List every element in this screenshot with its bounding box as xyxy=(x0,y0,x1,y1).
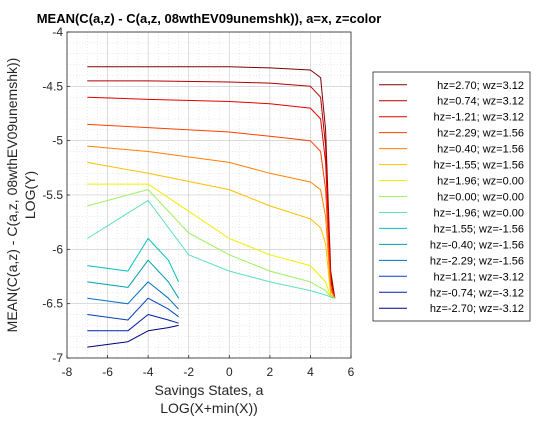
series-line-4 xyxy=(87,123,336,299)
legend-label: hz=0.00; wz=0.00 xyxy=(437,192,524,204)
x-axis-label-line1: Savings States, a xyxy=(155,382,264,398)
legend-label: hz=1.96; wz=0.00 xyxy=(437,176,524,188)
x-tick-label: -2 xyxy=(183,365,194,379)
series-line-7 xyxy=(87,183,335,299)
series-layer xyxy=(87,66,336,348)
x-tick-label: 2 xyxy=(267,365,274,379)
legend: hz=2.70; wz=3.12 hz=0.74; wz=3.12 hz=-1.21… xyxy=(372,71,531,322)
legend-label: hz=-1.96; wz=0.00 xyxy=(433,207,524,219)
series-line-8 xyxy=(87,189,335,299)
series-line-9 xyxy=(87,199,335,299)
series-line-5 xyxy=(87,145,336,299)
legend-label: hz=2.70; wz=3.12 xyxy=(437,80,524,92)
x-tick-label: -6 xyxy=(102,365,113,379)
series-line-12 xyxy=(87,281,179,310)
chart-title: MEAN(C(a,z) - C(a,z, 08wthEV09unemshk)),… xyxy=(37,11,382,26)
y-tick-label: -5.5 xyxy=(42,188,63,202)
legend-label: hz=-1.21; wz=3.12 xyxy=(433,112,524,124)
y-tick-label: -4 xyxy=(52,25,63,39)
legend-label: hz=-2.70; wz=-3.12 xyxy=(430,303,524,315)
series-line-3 xyxy=(87,96,336,299)
grid-layer xyxy=(66,31,352,359)
series-line-14 xyxy=(87,314,179,332)
y-tick-label: -4.5 xyxy=(42,79,63,93)
y-tick-label: -6 xyxy=(52,242,63,256)
legend-label: hz=-0.74; wz=-3.12 xyxy=(430,287,524,299)
series-line-15 xyxy=(87,324,179,348)
y-tick-label: -5 xyxy=(52,134,63,148)
legend-label: hz=-2.29; wz=-1.56 xyxy=(430,255,524,267)
x-tick-label: -8 xyxy=(62,365,73,379)
legend-label: hz=0.40; wz=1.56 xyxy=(437,144,524,156)
x-tick-label: 6 xyxy=(348,365,355,379)
x-tick-label: -4 xyxy=(143,365,154,379)
legend-label: hz=-0.40; wz=-1.56 xyxy=(430,239,524,251)
legend-label: hz=2.29; wz=1.56 xyxy=(437,128,524,140)
series-line-6 xyxy=(87,161,336,299)
legend-label: hz=0.74; wz=3.12 xyxy=(437,96,524,108)
series-line-11 xyxy=(87,259,180,299)
series-line-10 xyxy=(87,238,180,283)
legend-label: hz=1.55; wz=-1.56 xyxy=(433,223,524,235)
tick-layer: -8 -6 -4 -2 0 2 4 6 -7 -6.5 -6 -5.5 -5 -4.5 -4 xyxy=(42,25,354,379)
y-tick-label: -6.5 xyxy=(42,297,63,311)
legend-label: hz=1.21; wz=-3.12 xyxy=(433,271,524,283)
series-line-13 xyxy=(87,297,179,321)
y-tick-label: -7 xyxy=(52,351,63,365)
x-axis-label-line2: LOG(X+min(X)) xyxy=(160,400,258,416)
legend-label: hz=-1.55; wz=1.56 xyxy=(433,160,524,172)
y-axis-label-line1: MEAN(C(a,z) - C(a,z, 08wthEV09unemshk)) xyxy=(4,58,20,333)
x-tick-label: 4 xyxy=(307,365,314,379)
y-axis-label-line2: LOG(Y) xyxy=(22,171,38,219)
x-tick-label: 0 xyxy=(226,365,233,379)
